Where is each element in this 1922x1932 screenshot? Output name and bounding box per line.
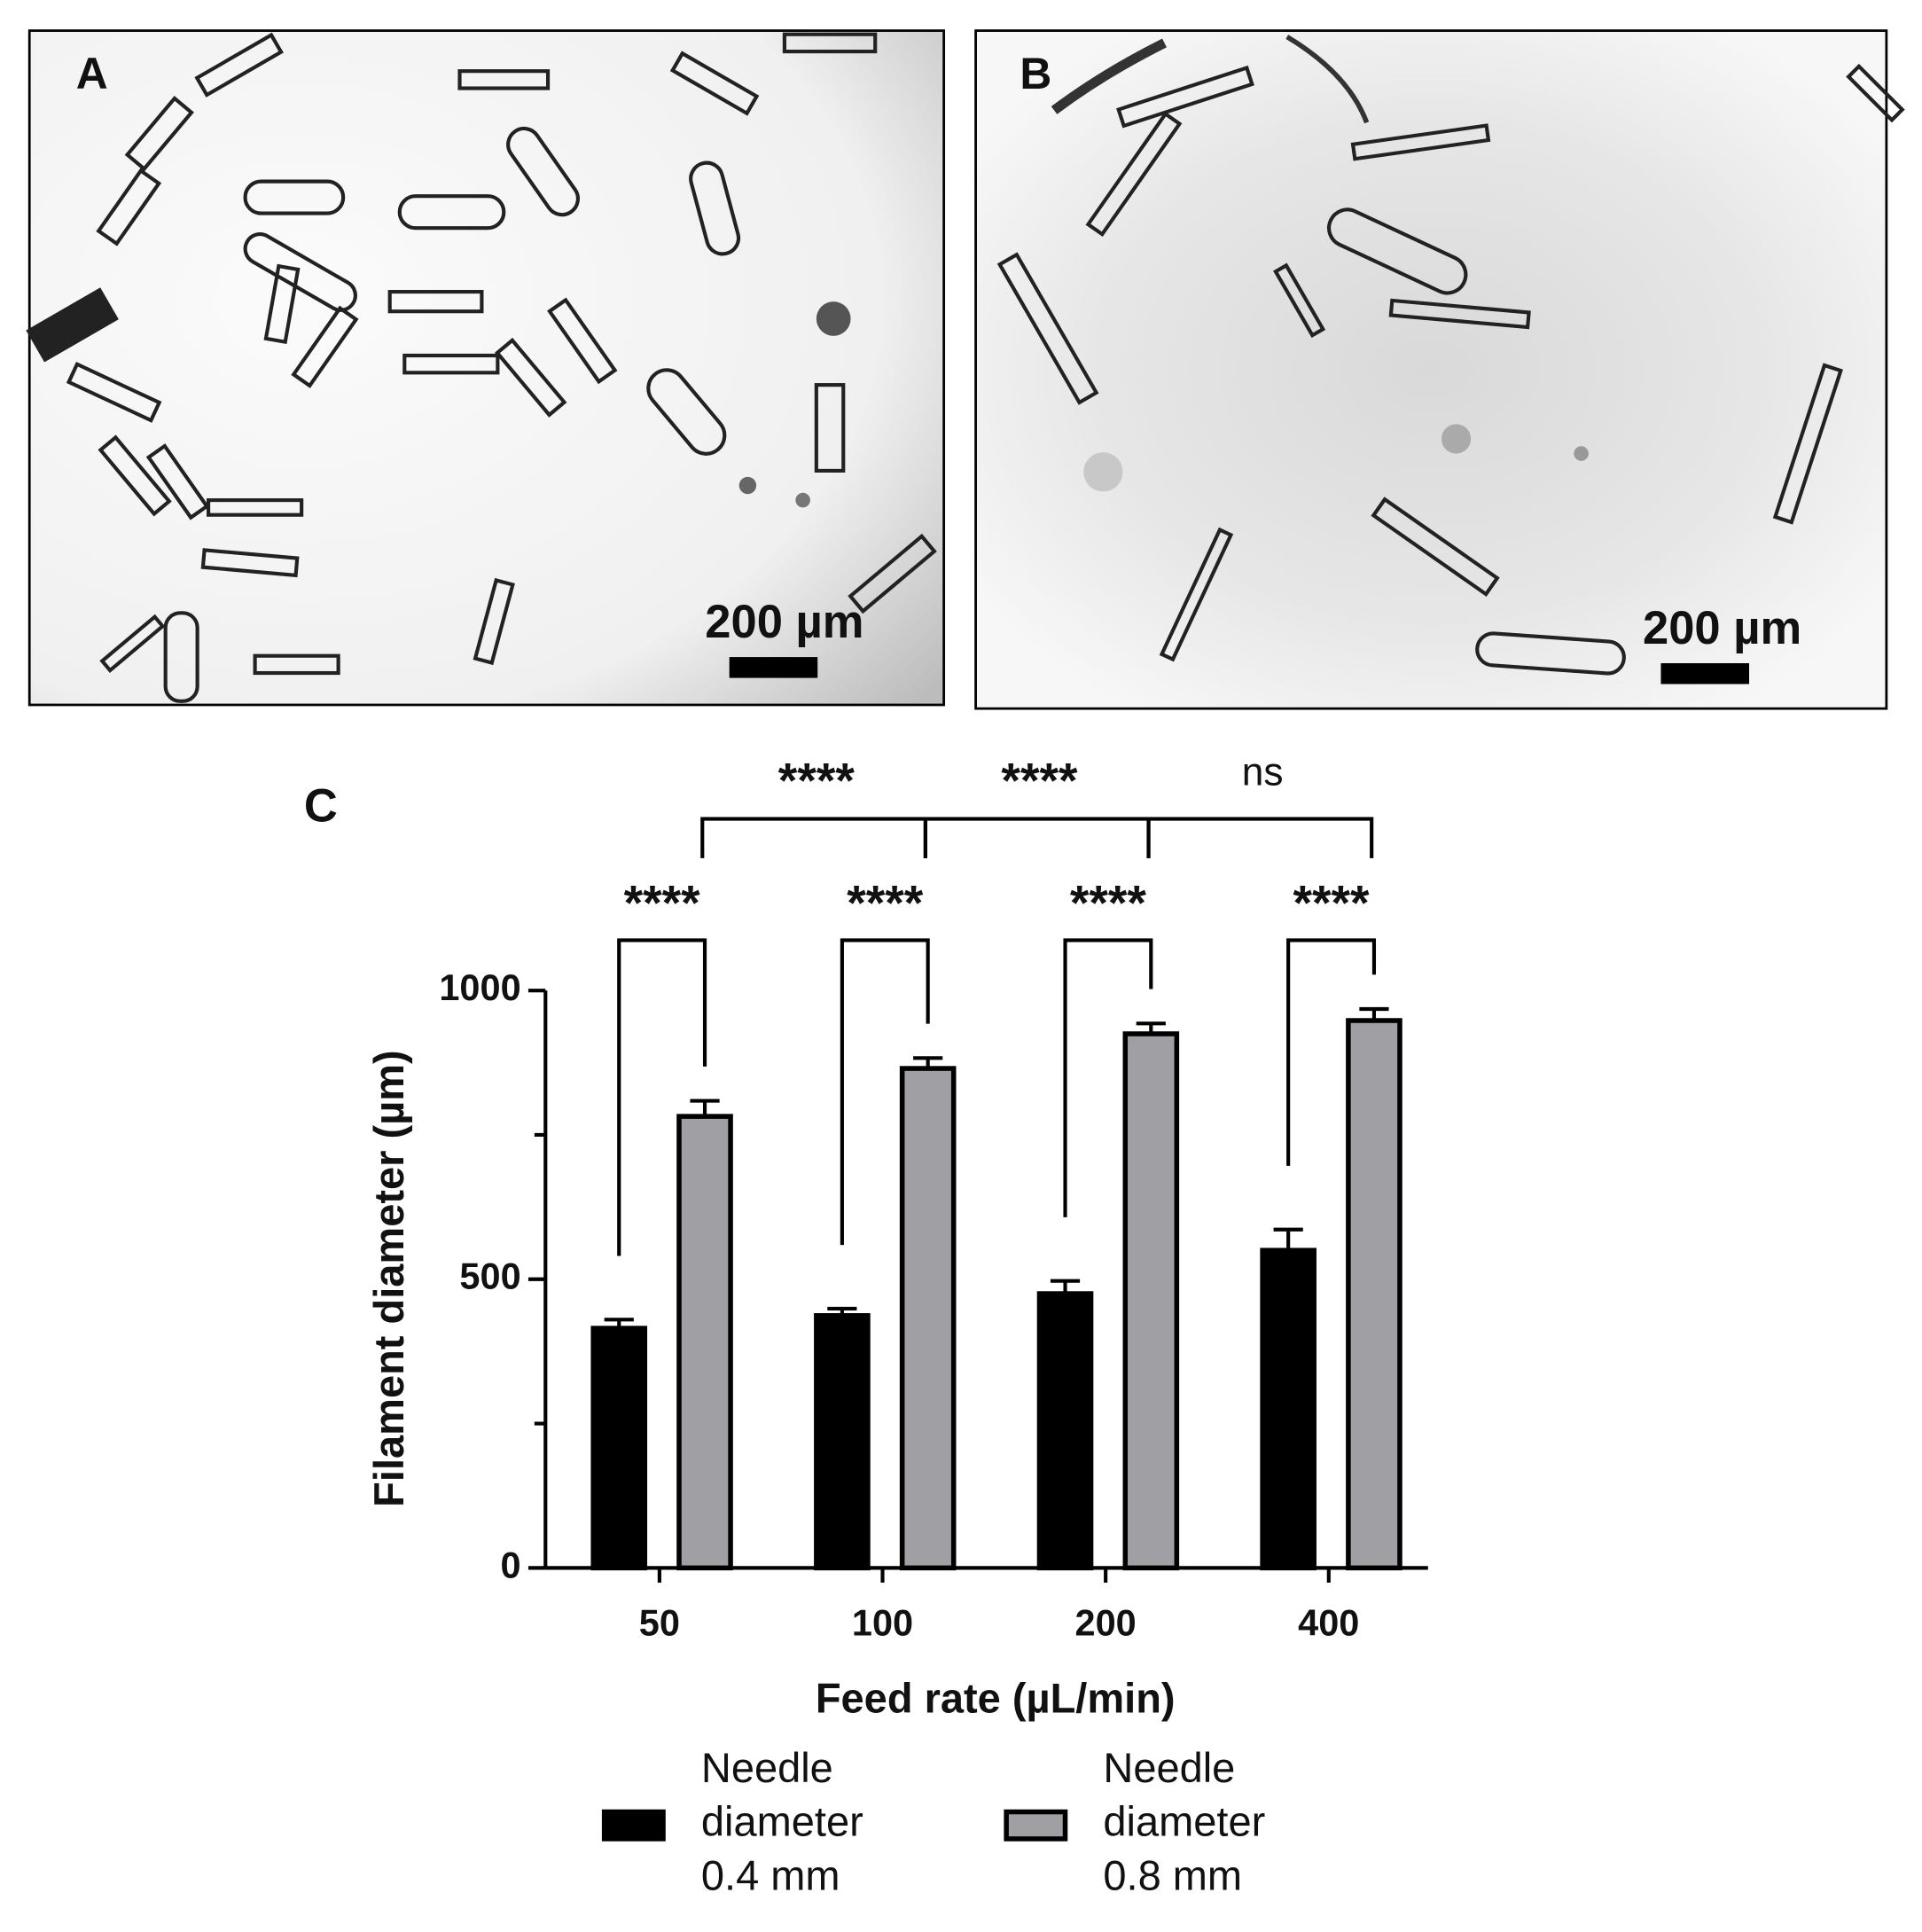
bar — [1346, 1018, 1402, 1571]
scale-bar-label: 200 µm — [1643, 602, 1801, 654]
bar — [814, 1313, 871, 1571]
significance-label: **** — [847, 876, 924, 931]
bar — [1122, 1031, 1180, 1571]
bar — [676, 1114, 733, 1571]
scale-bar — [1660, 662, 1750, 684]
significance-bracket — [1146, 817, 1374, 858]
significance-label: ns — [1242, 750, 1284, 794]
significance-bracket — [923, 817, 1151, 858]
legend-swatch — [1004, 1809, 1068, 1842]
x-tick-label: 400 — [1298, 1601, 1359, 1643]
significance-bracket — [1063, 938, 1153, 1217]
significance-bracket — [617, 938, 707, 1256]
scale-bar — [729, 657, 818, 678]
significance-bracket — [1286, 938, 1377, 1166]
x-tick-label: 100 — [852, 1601, 913, 1643]
x-axis-title: Feed rate (µL/min) — [816, 1674, 1176, 1721]
significance-label: **** — [1293, 876, 1371, 931]
legend-label: Needle diameter 0.4 mm — [701, 1744, 863, 1899]
y-axis-title: Filament diameter (µm) — [365, 1050, 412, 1506]
panel-label: A — [76, 49, 108, 98]
significance-label: **** — [778, 753, 856, 808]
significance-bracket — [840, 938, 930, 1246]
significance-label: **** — [624, 876, 701, 931]
x-tick-label: 200 — [1075, 1601, 1137, 1643]
micrograph-b — [974, 29, 1905, 710]
scale-bar-label: 200 µm — [705, 596, 863, 648]
significance-label: **** — [1001, 753, 1078, 808]
micrograph-a — [26, 29, 946, 707]
bar — [590, 1326, 648, 1571]
legend-label: Needle diameter 0.8 mm — [1103, 1744, 1265, 1899]
y-tick-label: 500 — [459, 1255, 520, 1297]
panel-label: B — [1020, 49, 1051, 98]
y-tick-label: 1000 — [439, 966, 520, 1008]
legend-swatch — [601, 1809, 666, 1842]
x-tick-label: 50 — [639, 1601, 680, 1643]
panel-label: C — [304, 779, 338, 832]
bar — [1036, 1291, 1094, 1571]
significance-bracket — [700, 817, 927, 858]
y-tick-label: 0 — [501, 1544, 521, 1585]
bar — [1260, 1248, 1316, 1571]
bar — [899, 1066, 957, 1571]
significance-label: **** — [1070, 876, 1147, 931]
